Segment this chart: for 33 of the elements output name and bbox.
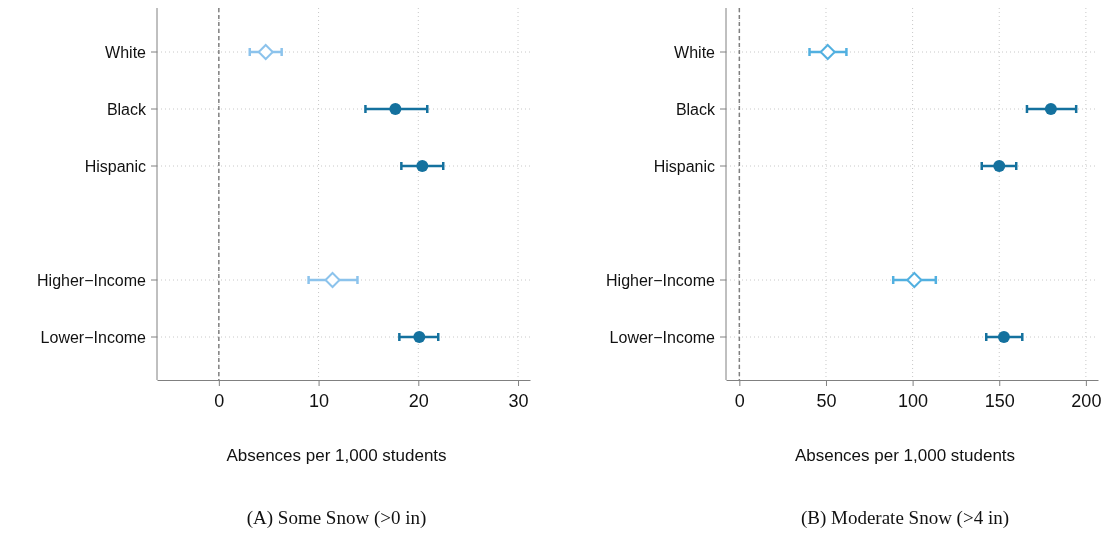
y-tick-label: Black [675,100,716,118]
point [416,160,429,172]
x-tick-label: 30 [508,391,529,411]
y-tick-label: Higher−Income [606,271,716,289]
x-tick-label: 200 [1071,391,1102,411]
y-tick-label: White [105,43,147,61]
x-tick-label: 150 [984,391,1015,411]
y-tick-label: Lower−Income [40,328,147,346]
y-tick-label: Black [106,100,147,118]
x-tick-label: 100 [898,391,929,411]
point [993,160,1006,172]
point [389,103,402,115]
y-tick-label: White [674,43,716,61]
point [997,331,1010,343]
x-tick-label: 0 [734,391,745,411]
text: (A) Some Snow (>0 in) [246,507,427,529]
x-axis-title: Absences per 1,000 students [794,446,1016,465]
text: (B) Moderate Snow (>4 in) [800,507,1010,529]
point [1044,103,1057,115]
y-tick-label: Hispanic [653,157,715,175]
x-tick-label: 0 [214,391,225,411]
y-tick-label: Higher−Income [37,271,147,289]
point [413,331,426,343]
x-axis-title: Absences per 1,000 students [226,446,447,465]
x-tick-label: 20 [408,391,429,411]
y-tick-label: Lower−Income [609,328,716,346]
x-tick-label: 10 [309,391,330,411]
point [324,272,341,288]
y-tick-label: Hispanic [84,157,146,175]
point [906,272,923,288]
point [819,44,836,60]
x-tick-label: 50 [816,391,837,411]
point [257,44,274,60]
